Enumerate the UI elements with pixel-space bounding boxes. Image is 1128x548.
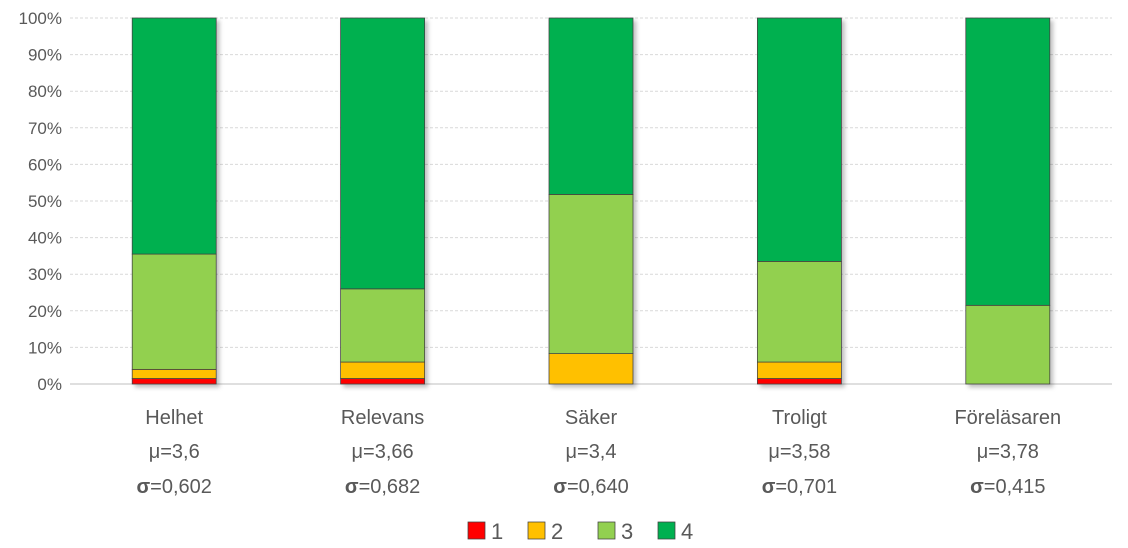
bar-segment-4: [131, 17, 217, 255]
y-tick-label: 60%: [28, 155, 62, 174]
mean-label: μ=3,66: [352, 441, 414, 463]
y-tick-label: 100%: [19, 9, 62, 28]
mean-label: μ=3,4: [565, 441, 616, 463]
sigma-value: =0,701: [775, 476, 837, 498]
legend-label: 3: [621, 519, 633, 544]
bar-segment-4: [757, 17, 842, 262]
bar-stack: [757, 17, 842, 385]
y-tick-label: 80%: [28, 82, 62, 101]
bar-segment-1: [757, 378, 842, 385]
sigma-value: =0,415: [984, 476, 1046, 498]
x-tick-label: Föreläsaren: [954, 407, 1061, 429]
legend-label: 4: [681, 519, 693, 544]
sigma-symbol: σ: [970, 476, 984, 498]
y-tick-label: 40%: [28, 229, 62, 248]
stddev-label: σ=0,682: [345, 476, 420, 498]
bar-segment-3: [965, 304, 1051, 385]
mean-label: μ=3,78: [977, 441, 1039, 463]
bar-stack: [340, 17, 425, 385]
bar-segment-2: [757, 361, 842, 379]
y-tick-label: 0%: [37, 375, 62, 394]
bar-segment-1: [131, 378, 217, 385]
y-tick-label: 50%: [28, 192, 62, 211]
bar-segment-2: [548, 353, 634, 385]
legend-label: 2: [551, 519, 563, 544]
bars: [131, 17, 1051, 385]
x-tick-label: Säker: [565, 407, 618, 429]
y-tick-label: 10%: [28, 338, 62, 357]
sigma-symbol: σ: [762, 476, 776, 498]
bar-segment-3: [548, 194, 634, 354]
bar-segment-2: [131, 368, 217, 379]
bar-segment-4: [965, 17, 1051, 306]
x-tick-label: Troligt: [772, 407, 827, 429]
stddev-label: σ=0,701: [762, 476, 837, 498]
stddev-label: σ=0,602: [136, 476, 211, 498]
bar-stack: [965, 17, 1051, 385]
sigma-symbol: σ: [345, 476, 359, 498]
legend-label: 1: [491, 519, 503, 544]
bar-stack: [131, 17, 217, 385]
sigma-value: =0,682: [359, 476, 421, 498]
stddev-label: σ=0,640: [553, 476, 628, 498]
legend-swatch-2: [527, 521, 546, 540]
x-tick-label: Helhet: [145, 407, 203, 429]
y-tick-label: 70%: [28, 119, 62, 138]
sigma-value: =0,602: [150, 476, 212, 498]
y-tick-label: 20%: [28, 302, 62, 321]
legend-swatch-3: [597, 521, 616, 540]
bar-stack: [548, 17, 634, 385]
sigma-value: =0,640: [567, 476, 629, 498]
x-tick-label: Relevans: [341, 407, 424, 429]
y-tick-label: 90%: [28, 46, 62, 65]
bar-segment-2: [340, 361, 425, 379]
y-axis: 0% 10% 20% 30% 40% 50% 60% 70% 80% 90% 100%: [19, 9, 62, 394]
bar-segment-4: [340, 17, 425, 290]
bar-segment-4: [548, 17, 634, 195]
bar-segment-1: [340, 378, 425, 385]
category-labels: Helhetμ=3,6σ=0,602Relevansμ=3,66σ=0,682S…: [136, 407, 1061, 498]
y-tick-label: 30%: [28, 265, 62, 284]
bar-segment-3: [757, 261, 842, 363]
sigma-symbol: σ: [136, 476, 150, 498]
mean-label: μ=3,58: [768, 441, 830, 463]
stddev-label: σ=0,415: [970, 476, 1045, 498]
mean-label: μ=3,6: [149, 441, 200, 463]
bar-segment-3: [340, 288, 425, 363]
legend-swatch-1: [467, 521, 486, 540]
sigma-symbol: σ: [553, 476, 567, 498]
legend: 1 2 3 4: [467, 519, 693, 544]
legend-swatch-4: [657, 521, 676, 540]
bar-segment-3: [131, 253, 217, 370]
